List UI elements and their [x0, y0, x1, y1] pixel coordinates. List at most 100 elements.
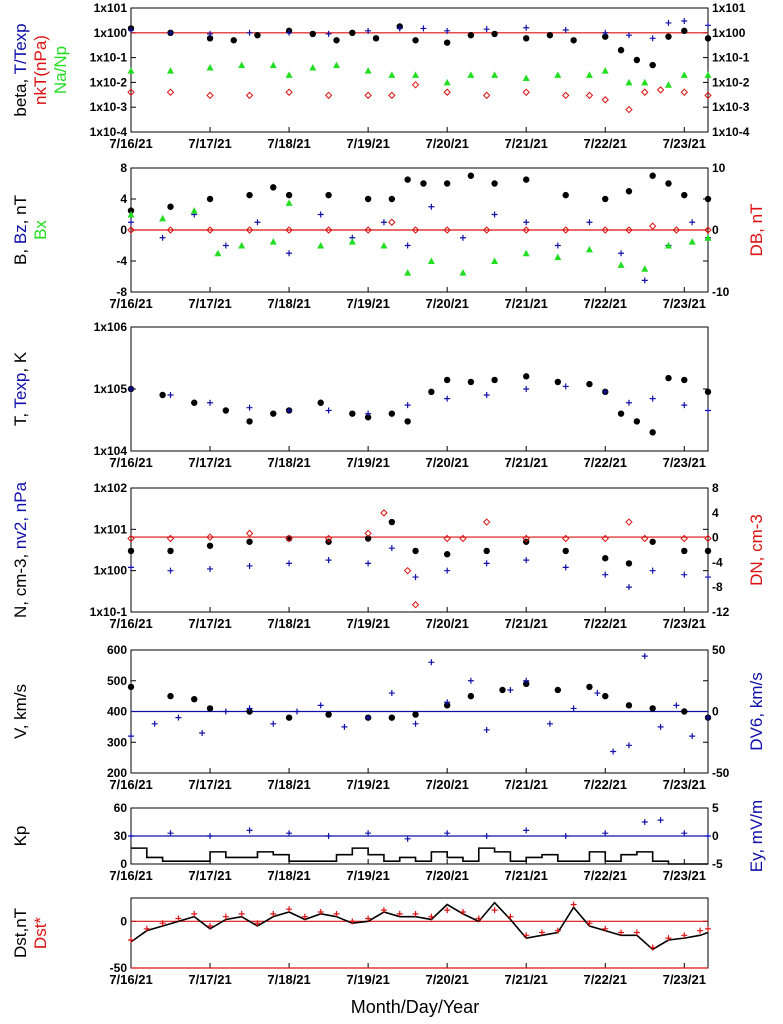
y-tick-label: 1x102 — [94, 481, 128, 495]
y-right-tick-label: 1x10-2 — [712, 75, 750, 89]
data-point-green — [190, 207, 198, 214]
data-point-red — [618, 929, 625, 936]
data-point-red — [286, 906, 293, 913]
x-tick-label: 7/19/21 — [346, 868, 389, 883]
y-axis-label-beta-texp-part: T/Texp — [11, 23, 30, 74]
data-point-blue — [562, 564, 569, 571]
y-right-tick-label: 0 — [712, 531, 719, 545]
data-point-blue — [602, 388, 609, 395]
data-point-blue — [602, 29, 609, 36]
data-point-black — [428, 388, 435, 396]
data-point-red — [522, 534, 530, 543]
data-point-blue — [649, 567, 656, 574]
y-right-tick-label: 1x10-4 — [712, 125, 750, 139]
data-point-black — [554, 378, 562, 386]
data-point-red — [641, 534, 649, 543]
data-point-black — [483, 547, 490, 555]
data-point-black — [467, 692, 475, 700]
data-point-blue — [705, 574, 711, 581]
data-point-red — [365, 915, 372, 922]
data-point-black — [562, 547, 569, 555]
data-point-red — [523, 932, 530, 939]
y-right-tick-label: 1x100 — [712, 26, 746, 40]
data-point-blue — [705, 833, 711, 839]
y-axis-label-magnetic-field-part: B, — [11, 244, 30, 265]
y-right-tick-label: -8 — [712, 580, 723, 594]
data-point-blue — [286, 407, 293, 414]
x-tick-label: 7/21/21 — [505, 868, 548, 883]
data-point-black — [467, 32, 475, 39]
data-point-black — [681, 27, 688, 35]
data-point-red — [625, 226, 633, 234]
data-point-black — [443, 39, 451, 46]
data-point-green — [285, 199, 293, 206]
data-point-black — [246, 538, 253, 545]
y-tick-label: 1x10-4 — [90, 125, 128, 139]
x-tick-label: 7/20/21 — [425, 455, 468, 470]
data-point-black — [704, 547, 712, 555]
data-point-red — [364, 91, 372, 100]
y-axis-label-density-pressure-part: nv2, nPa — [11, 481, 30, 549]
right-axis-label-part: DB, nT — [747, 204, 766, 257]
data-point-red — [562, 534, 570, 543]
data-point-blue — [365, 410, 372, 417]
data-point-blue — [128, 733, 134, 740]
data-point-red — [648, 222, 657, 230]
data-point-red — [625, 518, 633, 526]
data-point-green — [380, 242, 388, 249]
data-point-black — [285, 191, 293, 199]
x-tick-label: 7/22/21 — [584, 616, 627, 631]
data-point-black — [443, 180, 451, 187]
data-point-green — [238, 61, 246, 69]
data-point-blue — [625, 32, 632, 39]
x-tick-label: 7/17/21 — [188, 616, 231, 631]
data-point-green — [625, 78, 633, 86]
data-point-black — [404, 418, 411, 425]
data-point-black — [270, 184, 277, 191]
data-point-blue — [167, 567, 174, 574]
x-tick-label: 7/19/21 — [346, 136, 389, 151]
data-point-red — [317, 909, 324, 915]
data-point-blue — [167, 392, 174, 399]
data-point-black — [443, 551, 451, 558]
data-point-black — [491, 180, 498, 187]
data-point-black — [404, 176, 411, 183]
x-tick-label: 7/18/21 — [267, 868, 310, 883]
data-point-green — [585, 71, 593, 78]
x-tick-label: 7/17/21 — [188, 972, 231, 987]
data-point-green — [641, 78, 649, 86]
x-tick-label: 7/19/21 — [346, 296, 389, 311]
data-point-black — [159, 391, 166, 399]
data-point-black — [412, 37, 419, 44]
x-tick-label: 7/23/21 — [663, 455, 706, 470]
data-point-black — [633, 56, 641, 64]
data-point-red — [459, 909, 466, 915]
x-tick-label: 7/16/21 — [109, 136, 152, 151]
x-tick-label: 7/21/21 — [505, 296, 548, 311]
data-point-black — [191, 399, 198, 406]
data-point-blue — [602, 571, 609, 578]
data-point-black — [523, 680, 530, 688]
data-point-black — [246, 191, 253, 199]
data-point-blue — [246, 562, 253, 569]
data-point-black — [349, 410, 356, 417]
data-point-red — [443, 226, 451, 234]
data-point-blue — [365, 714, 372, 721]
x-tick-label: 7/19/21 — [346, 616, 389, 631]
y-tick-label: 600 — [107, 643, 127, 657]
data-point-blue — [483, 26, 490, 33]
y-tick-label: 1x10-2 — [90, 75, 128, 89]
data-point-red — [681, 932, 688, 939]
x-tick-label: 7/16/21 — [109, 616, 152, 631]
data-point-blue — [467, 677, 474, 684]
data-point-blue — [602, 830, 609, 837]
data-point-blue — [128, 26, 134, 33]
data-point-green — [554, 253, 562, 261]
data-point-red — [704, 226, 712, 234]
x-tick-label: 7/23/21 — [663, 616, 706, 631]
data-point-black — [704, 35, 712, 42]
data-point-blue — [618, 250, 625, 257]
y-right-tick-label: 1x10-1 — [712, 51, 750, 65]
data-point-blue — [128, 386, 134, 392]
data-point-black — [602, 195, 609, 203]
